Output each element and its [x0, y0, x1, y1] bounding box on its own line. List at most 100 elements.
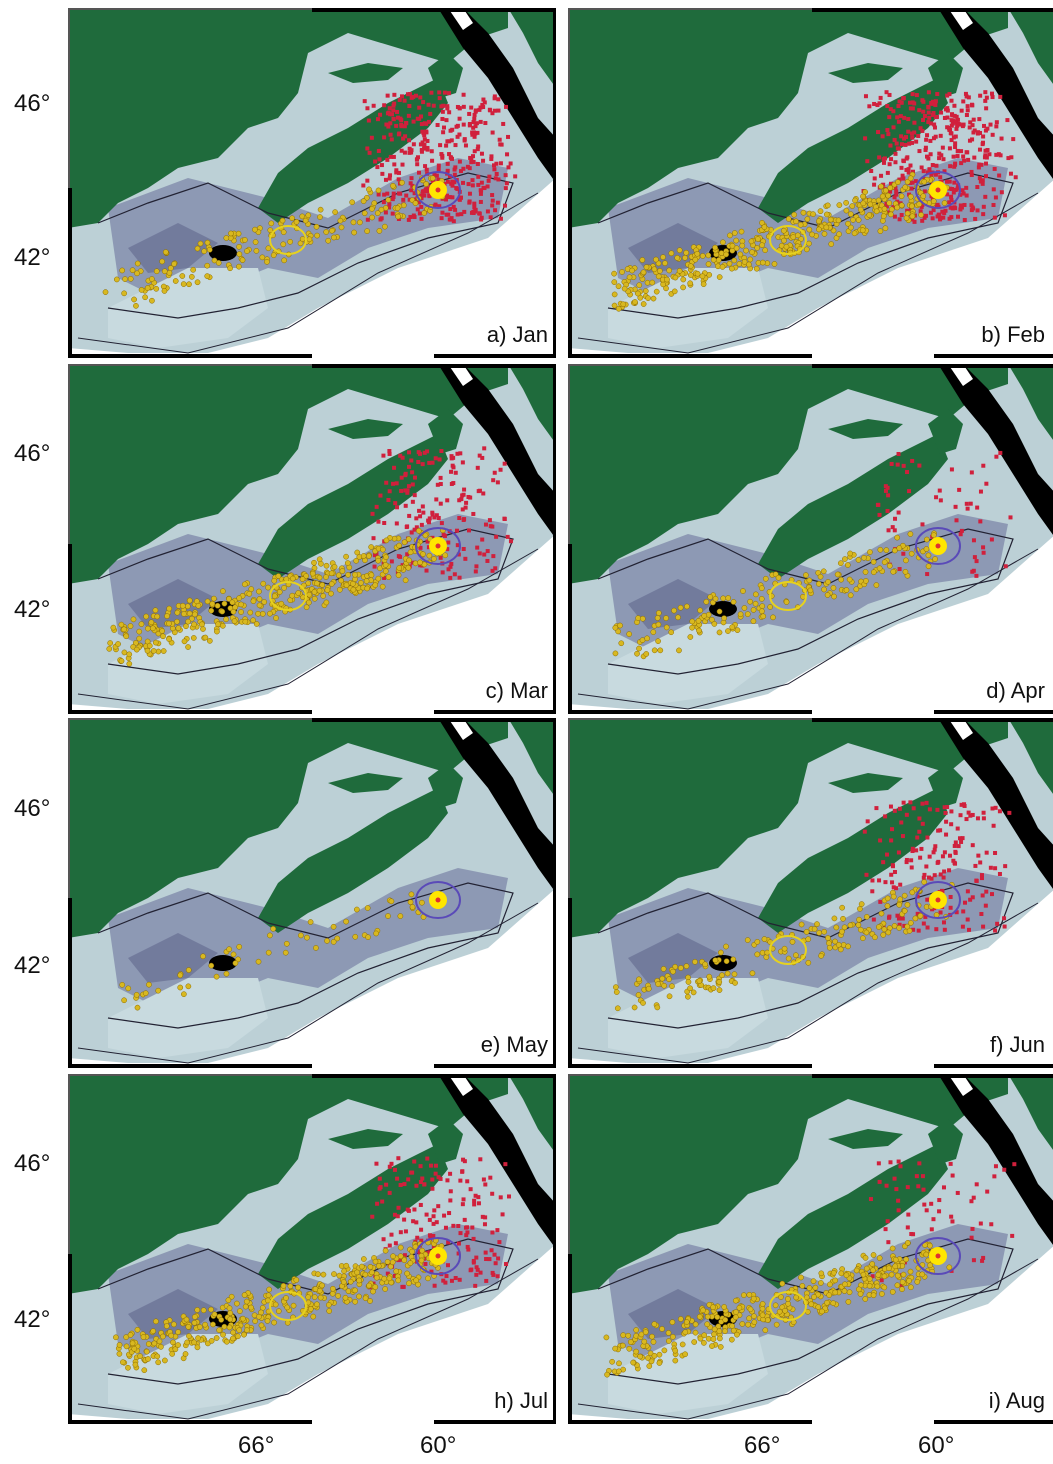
red-track-point: [452, 172, 457, 177]
red-track-point: [426, 545, 431, 550]
red-track-point: [993, 1164, 998, 1169]
red-track-point: [965, 889, 970, 894]
yellow-track-point: [863, 1265, 870, 1272]
yellow-track-point: [406, 1280, 412, 1287]
yellow-track-point: [711, 1331, 717, 1338]
yellow-track-point: [876, 565, 883, 572]
red-track-point: [895, 146, 900, 151]
yellow-track-point: [696, 1313, 703, 1320]
red-track-point: [896, 119, 901, 124]
yellow-track-point: [785, 1300, 791, 1307]
yellow-track-point: [811, 1294, 817, 1300]
red-track-point: [504, 104, 509, 109]
red-track-point: [436, 163, 441, 168]
red-track-point: [928, 121, 933, 126]
red-track-point: [456, 1251, 461, 1256]
red-track-point: [377, 157, 382, 162]
red-track-point: [471, 159, 476, 164]
red-track-point: [412, 493, 417, 498]
red-track-point: [470, 178, 475, 183]
red-track-point: [949, 138, 954, 143]
yellow-track-point: [680, 276, 687, 283]
yellow-track-point: [192, 1314, 198, 1320]
red-track-point: [971, 1258, 976, 1263]
red-track-point: [905, 1185, 910, 1190]
yellow-track-point: [280, 229, 287, 236]
red-track-point: [878, 838, 883, 843]
yellow-track-point: [706, 973, 713, 980]
red-track-point: [927, 875, 932, 880]
red-track-point: [981, 550, 986, 555]
yellow-track-point: [696, 627, 702, 634]
red-track-point: [963, 91, 968, 96]
red-track-point: [417, 105, 422, 110]
yellow-track-point: [184, 1339, 190, 1346]
yellow-track-point: [265, 245, 272, 252]
yellow-track-point: [759, 603, 766, 609]
red-track-point: [895, 913, 900, 918]
red-track-point: [953, 504, 958, 509]
yellow-track-point: [319, 582, 326, 588]
island-notch: [448, 1074, 473, 1096]
red-track-point: [883, 880, 888, 885]
yellow-track-point: [863, 578, 869, 584]
red-track-point: [497, 1240, 502, 1245]
yellow-track-point: [654, 1004, 661, 1011]
red-track-point: [503, 186, 508, 191]
red-track-point: [897, 922, 902, 927]
yellow-track-point: [903, 1256, 909, 1263]
sable-centroid-dot: [935, 187, 941, 193]
yellow-track-point: [271, 1319, 277, 1326]
red-track-point: [881, 860, 886, 865]
yellow-track-point: [626, 631, 632, 637]
red-track-point: [410, 499, 415, 504]
yellow-track-point: [219, 622, 226, 629]
yellow-track-point: [208, 962, 215, 969]
red-track-point: [396, 177, 401, 182]
red-track-point: [395, 505, 400, 510]
red-track-point: [909, 865, 914, 870]
frame-bottom-left: [568, 1064, 812, 1068]
yellow-track-point: [714, 1314, 721, 1320]
yellow-track-point: [894, 204, 900, 211]
red-track-point: [430, 1177, 435, 1182]
red-track-point: [947, 868, 952, 873]
red-track-point: [439, 448, 444, 453]
red-track-point: [439, 152, 444, 157]
yellow-track-point: [369, 1269, 375, 1276]
red-track-point: [1011, 137, 1016, 142]
yellow-track-point: [236, 1327, 243, 1334]
yellow-track-point: [613, 989, 620, 995]
map-svg: [568, 1074, 1053, 1424]
island-notch: [448, 8, 473, 30]
yellow-track-point: [793, 952, 799, 959]
yellow-track-point: [701, 1332, 708, 1339]
yellow-track-point: [827, 216, 834, 223]
red-track-point: [997, 871, 1002, 876]
red-track-point: [948, 1161, 953, 1166]
red-track-point: [387, 205, 392, 210]
yellow-track-point: [890, 893, 897, 900]
yellow-track-point: [360, 198, 367, 205]
red-track-point: [942, 805, 947, 810]
lat-label-46-row4: 46°: [14, 1150, 51, 1177]
yellow-track-point: [326, 1308, 333, 1314]
yellow-track-point: [243, 1298, 250, 1305]
red-track-point: [480, 537, 485, 542]
yellow-track-point: [771, 261, 778, 267]
lat-label-42-row2: 42°: [14, 596, 51, 623]
shelf-edge-contour: [77, 902, 539, 1064]
yellow-track-point: [153, 268, 160, 275]
blue-kernel-contour: [915, 1237, 961, 1275]
yellow-track-point: [909, 889, 916, 896]
yellow-track-point: [248, 1304, 254, 1311]
yellow-track-point: [121, 649, 128, 656]
red-track-point: [393, 501, 398, 506]
yellow-track-point: [323, 229, 330, 235]
map-panel-jun: f) Jun: [568, 718, 1053, 1068]
red-track-point: [424, 121, 429, 126]
red-track-point: [948, 205, 953, 210]
red-track-point: [883, 1227, 888, 1232]
yellow-track-point: [907, 175, 914, 182]
red-track-point: [448, 207, 453, 212]
